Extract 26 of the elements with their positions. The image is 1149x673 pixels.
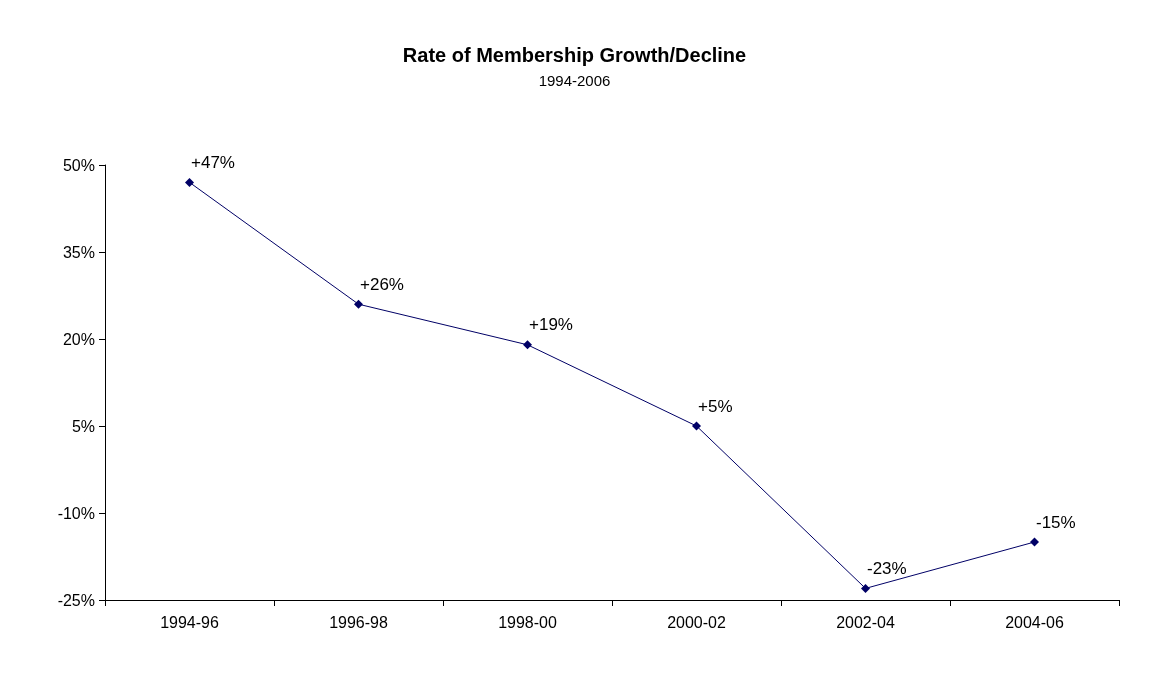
point	[861, 583, 870, 593]
y-tick-label: 50%	[62, 156, 95, 174]
x-tick-label: 2000-02	[667, 613, 726, 631]
y-tick-label: -25%	[57, 591, 95, 609]
data-label: -15%	[1036, 512, 1076, 532]
data-label: +5%	[698, 396, 733, 416]
data-label: +47%	[191, 152, 235, 172]
chart-title: Rate of Membership Growth/Decline	[402, 44, 747, 66]
x-tick-label: 1994-96	[160, 613, 219, 631]
chart-subtitle: 1994-2006	[538, 72, 611, 89]
point	[354, 299, 363, 309]
data-label: -23%	[867, 558, 907, 578]
y-tick-label: -10%	[57, 504, 95, 522]
data-label: +26%	[360, 274, 404, 294]
x-tick-label: 2002-04	[836, 613, 895, 631]
y-tick-label: 35%	[62, 243, 95, 261]
x-tick-label: 2004-06	[1005, 613, 1064, 631]
point	[1030, 537, 1039, 547]
y-tick-label: 5%	[71, 417, 95, 435]
x-tick-label: 1996-98	[329, 613, 388, 631]
point	[692, 421, 701, 431]
y-tick-label: 20%	[62, 330, 95, 348]
point	[523, 340, 532, 350]
data-label: +19%	[529, 315, 573, 335]
x-tick-label: 1998-00	[498, 613, 557, 631]
point	[185, 177, 194, 187]
